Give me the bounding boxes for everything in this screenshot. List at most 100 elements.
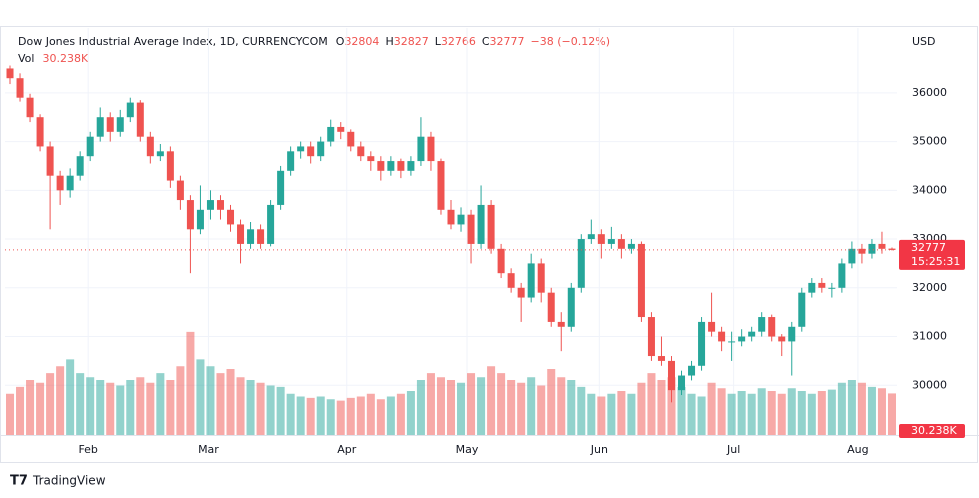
candle-body <box>237 224 245 244</box>
candle-body <box>577 239 585 288</box>
volume-bar <box>86 377 95 435</box>
volume-bar <box>797 391 806 435</box>
volume-bar <box>517 382 526 435</box>
volume-bar <box>6 393 15 435</box>
volume-bar <box>336 400 345 435</box>
volume-bar <box>256 382 265 435</box>
volume-bar <box>316 396 325 435</box>
volume-bar <box>777 393 786 435</box>
candle-body <box>106 117 114 132</box>
candle-body <box>647 317 655 357</box>
volume-bar <box>206 366 215 435</box>
volume-bar <box>867 386 876 435</box>
volume-bar <box>406 391 415 435</box>
volume-bar <box>26 380 35 435</box>
candle-body <box>888 248 896 250</box>
volume-bar <box>847 380 856 435</box>
candle-body <box>86 136 94 157</box>
volume-bar <box>827 389 836 435</box>
volume-bar <box>226 369 235 435</box>
volume-bar <box>677 386 686 435</box>
candle-body <box>46 146 54 176</box>
volume-bar <box>166 380 175 435</box>
candle-body <box>798 292 806 327</box>
volume-bar <box>326 399 335 435</box>
candle-body <box>16 78 24 98</box>
volume-bar <box>36 382 45 435</box>
volume-bar <box>467 373 476 435</box>
volume-bar <box>537 385 546 435</box>
candle-body <box>6 68 14 79</box>
high-label: H <box>385 35 393 48</box>
candle-body <box>678 375 686 391</box>
countdown: 15:25:31 <box>911 255 960 268</box>
y-tick-label: 34000 <box>912 183 947 196</box>
volume-bar <box>376 399 385 435</box>
candle-body <box>146 136 154 157</box>
volume-bar <box>136 377 145 435</box>
candle-body <box>758 317 766 332</box>
volume-bar <box>246 380 255 435</box>
volume-bar <box>216 373 225 435</box>
candle-body <box>387 161 395 171</box>
volume-bar <box>497 373 506 435</box>
volume-bar <box>807 393 816 435</box>
candle-body <box>186 200 194 230</box>
candle-body <box>437 161 445 210</box>
candle-body <box>477 204 485 244</box>
volume-bar <box>637 382 646 435</box>
candle-body <box>196 209 204 230</box>
chart-title: Dow Jones Industrial Average Index, 1D, … <box>18 35 610 48</box>
candle-body <box>617 239 625 249</box>
y-tick-label: 31000 <box>912 330 947 343</box>
candle-body <box>868 243 876 254</box>
x-tick-label: Jun <box>590 443 608 456</box>
volume-bar <box>96 380 105 435</box>
x-tick-label: Aug <box>847 443 868 456</box>
candle-body <box>858 248 866 254</box>
y-tick-label: 32000 <box>912 281 947 294</box>
volume-bar <box>657 380 666 435</box>
candle-body <box>708 321 716 332</box>
volume-bar <box>126 380 135 435</box>
brand: TradingView <box>32 474 106 488</box>
change: −38 (−0.12%) <box>531 35 610 48</box>
candle-body <box>257 229 265 244</box>
volume-bar <box>717 388 726 435</box>
vol-name: Vol <box>18 52 34 65</box>
candle-body <box>116 117 124 132</box>
candle-body <box>26 97 34 118</box>
close-label: C <box>482 35 490 48</box>
volume-bar <box>737 391 746 435</box>
candle-body <box>36 117 44 147</box>
candle-body <box>206 200 214 210</box>
volume-bar <box>236 377 245 435</box>
volume-bar <box>266 385 275 435</box>
volume-bar <box>306 397 315 435</box>
volume-bar <box>597 396 606 435</box>
open-label: O <box>336 35 345 48</box>
candle-body <box>497 248 505 274</box>
candle-body <box>347 131 355 147</box>
volume-bar <box>667 377 676 435</box>
candle-body <box>467 214 475 244</box>
volume-bar <box>887 393 896 435</box>
last-price-label: 32777 <box>911 241 946 254</box>
volume-bar <box>46 373 55 435</box>
frame <box>0 26 978 463</box>
title: Dow Jones Industrial Average Index, 1D, … <box>18 35 328 48</box>
volume-bar <box>196 359 205 435</box>
candle-body <box>327 126 335 142</box>
candle-body <box>878 243 886 249</box>
candle-body <box>447 209 455 225</box>
volume-bar <box>386 396 395 435</box>
plot <box>5 28 897 435</box>
y-tick-label: 35000 <box>912 135 947 148</box>
candle-body <box>247 229 255 244</box>
candle-body <box>627 243 635 249</box>
candle-body <box>748 331 756 337</box>
volume-bar <box>356 396 365 435</box>
volume-bar <box>487 366 496 435</box>
candle-body <box>818 282 826 288</box>
